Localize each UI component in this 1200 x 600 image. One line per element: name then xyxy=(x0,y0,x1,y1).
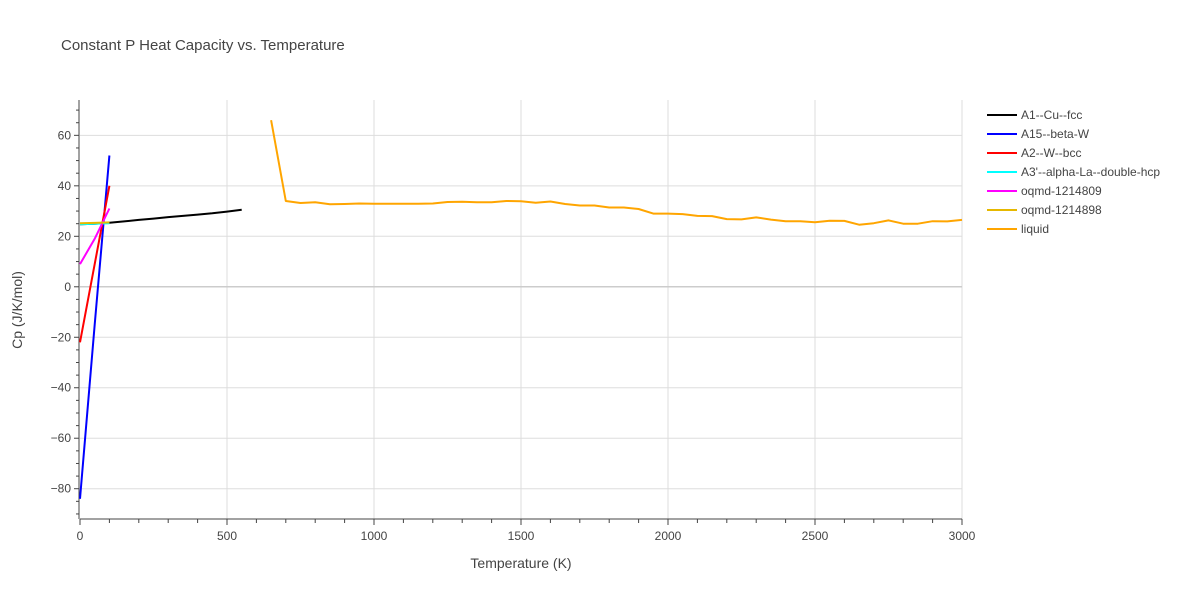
legend-item[interactable]: oqmd-1214898 xyxy=(987,203,1102,217)
y-tick-label: 40 xyxy=(58,179,72,193)
legend-label: A15--beta-W xyxy=(1021,127,1090,141)
y-tick-label: 0 xyxy=(64,280,71,294)
y-tick-label: −60 xyxy=(51,431,72,445)
legend-item[interactable]: liquid xyxy=(987,222,1049,236)
legend-label: A1--Cu--fcc xyxy=(1021,108,1082,122)
y-tick-label: 60 xyxy=(58,128,72,142)
series-line-liquid xyxy=(270,120,963,226)
y-tick-label: 20 xyxy=(58,229,72,243)
legend-item[interactable]: A2--W--bcc xyxy=(987,146,1081,160)
y-axis-title: Cp (J/K/mol) xyxy=(9,271,25,349)
y-tick-label: −20 xyxy=(51,330,72,344)
legend-label: A3'--alpha-La--double-hcp xyxy=(1021,165,1160,179)
series-line-oqmd-1214898 xyxy=(79,221,110,225)
y-tick-label: −80 xyxy=(51,482,72,496)
x-tick-label: 500 xyxy=(217,529,237,543)
x-tick-label: 1500 xyxy=(508,529,535,543)
legend-item[interactable]: A1--Cu--fcc xyxy=(987,108,1082,122)
legend-item[interactable]: A15--beta-W xyxy=(987,127,1090,141)
series-line-oqmd-1214809 xyxy=(79,208,111,265)
legend[interactable]: A1--Cu--fcc A15--beta-W A2--W--bcc A3'--alp… xyxy=(987,108,1160,236)
x-tick-label: 1000 xyxy=(361,529,388,543)
legend-label: liquid xyxy=(1021,222,1049,236)
plot-series xyxy=(79,120,963,499)
legend-label: oqmd-1214809 xyxy=(1021,184,1102,198)
x-axis-title: Temperature (K) xyxy=(470,555,571,571)
x-tick-label: 0 xyxy=(77,529,84,543)
series-line-a2-w-bcc xyxy=(79,185,111,343)
x-tick-label: 3000 xyxy=(949,529,976,543)
x-tick-label: 2000 xyxy=(655,529,682,543)
legend-label: A2--W--bcc xyxy=(1021,146,1081,160)
x-tick-label: 2500 xyxy=(802,529,829,543)
legend-item[interactable]: A3'--alpha-La--double-hcp xyxy=(987,165,1160,179)
legend-item[interactable]: oqmd-1214809 xyxy=(987,184,1102,198)
y-tick-label: −40 xyxy=(51,381,72,395)
grid xyxy=(80,100,963,519)
legend-label: oqmd-1214898 xyxy=(1021,203,1102,217)
axes: 0 500 1000 1500 2000 2500 3000 −80 −60 −40 −20 0 20 4… xyxy=(51,100,976,543)
chart-title: Constant P Heat Capacity vs. Temperature xyxy=(61,37,345,54)
